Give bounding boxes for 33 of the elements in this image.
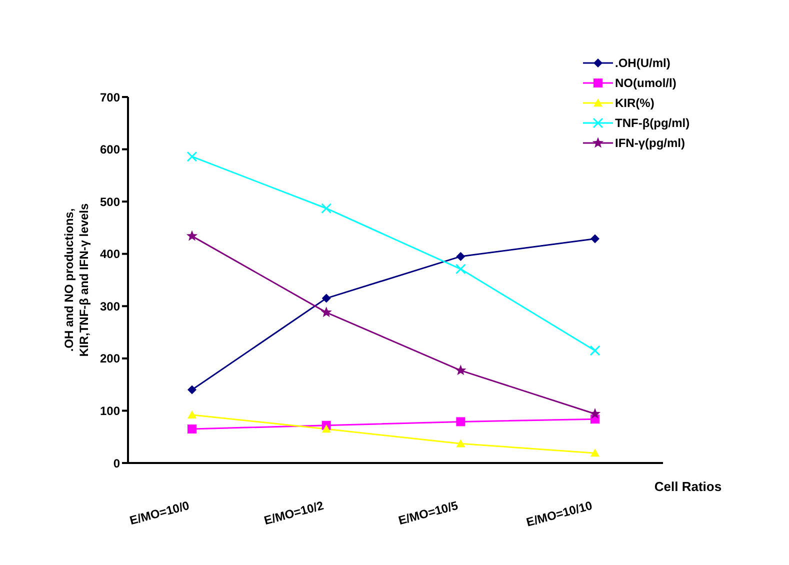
point [322, 424, 331, 433]
y-tick-label: 600 [100, 142, 120, 157]
point [188, 424, 196, 434]
point [589, 408, 601, 419]
legend-label: .OH(U/ml) [615, 56, 670, 70]
y-tick-label: 100 [100, 404, 120, 418]
point [188, 410, 196, 418]
legend-label: KIR(%) [615, 96, 654, 110]
point [456, 252, 466, 261]
legend-label: IFN-γ(pg/ml) [615, 136, 685, 150]
point [455, 264, 466, 274]
y-tick-label: 400 [100, 247, 120, 262]
y-tick-label: 500 [100, 194, 120, 209]
point [188, 385, 196, 394]
y-tick-label: 0 [113, 456, 120, 470]
y-tick-label: 700 [100, 90, 120, 104]
point [590, 234, 600, 244]
y-tick-label: 200 [100, 352, 120, 366]
point [186, 151, 198, 162]
point [456, 417, 466, 426]
legend-label: TNF-β(pg/ml) [615, 116, 690, 130]
point [321, 203, 332, 214]
point [186, 230, 198, 241]
point [320, 306, 332, 318]
point [590, 448, 600, 457]
point [456, 439, 466, 448]
point [322, 294, 331, 303]
y-axis-title: .OH and NO productions, KIR,TNF-β and IFN-γ levels [62, 203, 91, 357]
y-tick-label: 300 [100, 299, 120, 314]
legend-label: NO(umol/l) [615, 76, 676, 90]
x-axis-title: Cell Ratios [654, 479, 722, 494]
point [590, 345, 600, 356]
point [455, 364, 466, 376]
